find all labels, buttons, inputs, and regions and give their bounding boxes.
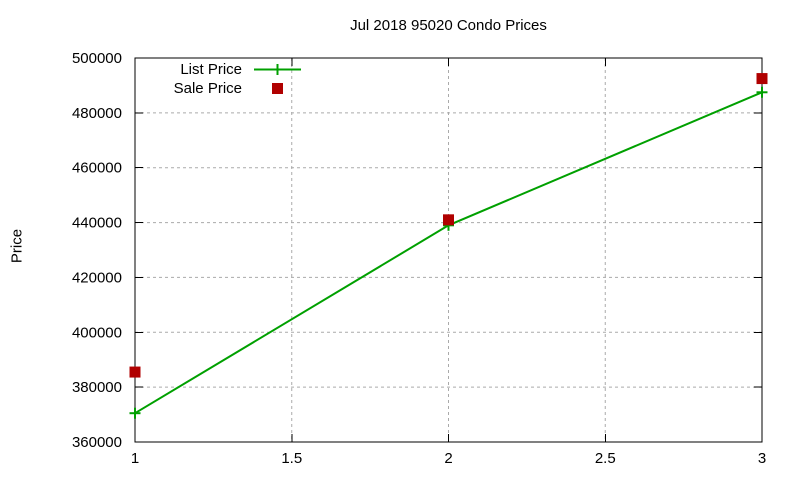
sale-price-square-marker (443, 214, 454, 226)
x-tick-label: 2 (444, 450, 452, 467)
legend-label-list-price: List Price (180, 61, 242, 78)
list-price-line-sample-icon (254, 60, 301, 79)
y-axis-label: Price (8, 228, 26, 264)
sale-price-square-marker (129, 366, 141, 378)
y-tick-label: 420000 (72, 269, 122, 286)
y-tick-label: 380000 (72, 379, 122, 396)
legend-item-sale-price: Sale Price (166, 79, 301, 98)
y-tick-label: 440000 (72, 215, 122, 232)
legend: List Price Sale Price (166, 60, 301, 98)
sale-price-square-marker (756, 73, 768, 85)
x-tick-label: 1.5 (281, 450, 302, 467)
y-tick-label: 500000 (72, 50, 122, 67)
legend-item-list-price: List Price (166, 60, 301, 79)
y-tick-label: 400000 (72, 324, 122, 341)
x-tick-label: 1 (131, 450, 139, 467)
chart-title: Jul 2018 95020 Condo Prices (350, 17, 547, 34)
sale-price-square-sample-icon (254, 79, 301, 98)
y-tick-label: 480000 (72, 105, 122, 122)
y-tick-label: 360000 (72, 434, 122, 451)
x-tick-label: 2.5 (595, 450, 616, 467)
legend-label-sale-price: Sale Price (173, 80, 242, 97)
x-tick-label: 3 (758, 450, 766, 467)
y-tick-label: 460000 (72, 160, 122, 177)
